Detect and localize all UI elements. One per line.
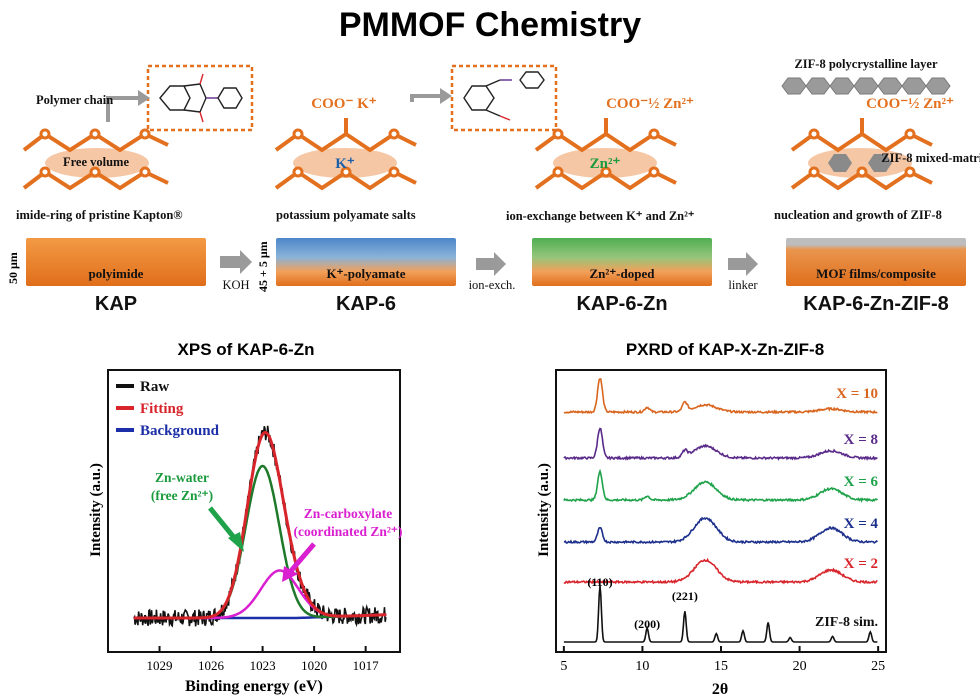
zif8-mixed-label: ZIF-8 mixed-matrix layer	[881, 151, 980, 165]
stage-name-kap6: KAP-6	[335, 293, 396, 315]
xps-tick-label: 1020	[301, 658, 327, 673]
carboxylate-zn-label: COO⁻½ Zn²⁺	[606, 96, 694, 112]
pxrd-tick-label: 10	[635, 659, 649, 674]
arrow-ion-exch-icon	[476, 252, 506, 276]
annotation-coordinated-zn: (coordinated Zn²⁺)	[293, 524, 402, 539]
stage-name-kap6zn: KAP-6-Zn	[576, 293, 668, 315]
legend-fitting: Fitting	[140, 401, 184, 417]
zn-ion-label: Zn²⁺	[590, 156, 621, 172]
pxrd-peak-label: (110)	[587, 575, 612, 589]
free-volume-cavity	[45, 148, 149, 178]
arrow-linker-icon	[728, 252, 758, 276]
pxrd-series-label: X = 4	[844, 516, 879, 532]
pxrd-series-line	[563, 378, 878, 415]
pxrd-tick-label: 25	[871, 659, 885, 674]
caption-zif8: nucleation and growth of ZIF-8	[774, 208, 942, 222]
pxrd-series-line	[563, 468, 878, 503]
xps-xlabel: Binding energy (eV)	[185, 678, 323, 695]
thickness-kap: 50 μm	[6, 252, 20, 284]
pxrd-series-label: X = 10	[836, 386, 878, 402]
xps-tick-label: 1026	[198, 658, 225, 673]
arrow-label-koh: KOH	[222, 278, 250, 292]
pxrd-peak-label: (221)	[672, 589, 698, 603]
caption-kap6: potassium polyamate salts	[276, 208, 416, 222]
stage-kap6-molecule: COO⁻ K⁺ K⁺	[274, 64, 558, 191]
legend-background: Background	[140, 423, 220, 439]
annotation-free-zn: (free Zn²⁺)	[151, 488, 213, 503]
arrow-label-linker: linker	[728, 278, 758, 292]
annotation-zn-water: Zn-water	[155, 470, 209, 485]
xps-tick-label: 1029	[147, 658, 173, 673]
free-volume-label: Free volume	[63, 155, 130, 169]
arrow-zn-water-icon	[208, 506, 238, 542]
process-arrows	[220, 250, 758, 276]
film-mof-composite: MOF films/composite	[786, 238, 966, 286]
pxrd-series-line	[563, 557, 878, 585]
pxrd-series-line	[563, 427, 878, 462]
page-title: PMMOF Chemistry	[338, 6, 642, 44]
xps-fitting-line	[133, 430, 387, 620]
k-ion-label: K⁺	[335, 156, 355, 172]
film-polyimide: polyimide	[26, 238, 206, 286]
stage-name-kap: KAP	[94, 293, 138, 315]
stage-kap6zn-molecule: COO⁻½ Zn²⁺ Zn²⁺	[534, 96, 694, 191]
pxrd-series-line	[563, 585, 878, 643]
stage-kap-molecule: Polymer chain Free volume	[22, 64, 254, 191]
pxrd-peak-label: (200)	[634, 617, 660, 631]
arrow-koh-icon	[220, 250, 252, 274]
arrow-zn-carboxylate-icon	[288, 542, 316, 574]
pxrd-series-label: X = 2	[844, 556, 878, 572]
polymer-chain-label: Polymer chain	[36, 93, 113, 107]
pxrd-chart: 5 10 15 20 25 X = 10 X = 8 X = 6 X = 4 X = 2 ZIF-…	[536, 369, 887, 697]
pxrd-xlabel: 2θ	[712, 681, 728, 697]
film-label-polyimide: polyimide	[88, 266, 144, 281]
xps-chart: 1029 1026 1023 1020 1017 Intensity (a.u.) Bi…	[88, 369, 403, 695]
film-label-k-polyamate: K⁺-polyamate	[326, 266, 406, 281]
zif8-layer-label: ZIF-8 polycrystalline layer	[794, 57, 937, 71]
film-label-zn-doped: Zn²⁺-doped	[589, 266, 655, 281]
caption-kap6zn: ion-exchange between K⁺ and Zn²⁺	[506, 209, 695, 223]
schematic-diagram: Polymer chain Free volume COO⁻ K⁺ K⁺	[22, 57, 980, 276]
pxrd-series-label: ZIF-8 sim.	[815, 615, 878, 630]
pxrd-axes-frame	[555, 369, 887, 653]
annotation-zn-carboxylate: Zn-carboxylate	[304, 506, 393, 521]
pxrd-series-line	[563, 516, 878, 545]
pxrd-series-label: X = 8	[844, 432, 878, 448]
xps-title: XPS of KAP-6-Zn	[177, 340, 315, 359]
film-k-polyamate: K⁺-polyamate	[276, 238, 456, 286]
zif8-layer-crystals	[781, 77, 951, 95]
pxrd-series-label: X = 6	[844, 474, 879, 490]
carboxylate-k-label: COO⁻ K⁺	[311, 96, 377, 112]
pxrd-tick-label: 15	[714, 659, 728, 674]
carboxylate-zn-label-2: COO⁻½ Zn²⁺	[866, 96, 954, 112]
arrow-label-ion-exch: ion-exch.	[468, 278, 516, 292]
film-zn-doped: Zn²⁺-doped	[532, 238, 712, 286]
xps-tick-label: 1017	[353, 658, 380, 673]
pxrd-ylabel: Intensity (a.u.)	[536, 463, 552, 557]
stage-zif8-molecule: COO⁻½ Zn²⁺ ZIF-8 polycrystalline layer Z…	[781, 57, 980, 191]
stage-name-zif8: KAP-6-Zn-ZIF-8	[803, 293, 949, 315]
legend-raw: Raw	[140, 379, 169, 395]
xps-ylabel: Intensity (a.u.)	[88, 463, 104, 557]
imide-molecule-icon	[159, 73, 243, 123]
thickness-kap6: 45 + 5 μm	[256, 241, 270, 292]
pxrd-tick-label: 20	[793, 659, 807, 674]
xps-zn-carboxylate-peak	[133, 569, 387, 620]
caption-kap: imide-ring of pristine Kapton®	[16, 208, 183, 222]
pxrd-tick-label: 5	[560, 659, 567, 674]
pxrd-title: PXRD of KAP-X-Zn-ZIF-8	[625, 340, 825, 359]
polyamate-molecule-icon	[463, 71, 545, 121]
xps-axes-frame	[107, 369, 401, 653]
xps-tick-label: 1023	[250, 658, 276, 673]
film-label-mof: MOF films/composite	[816, 266, 936, 281]
